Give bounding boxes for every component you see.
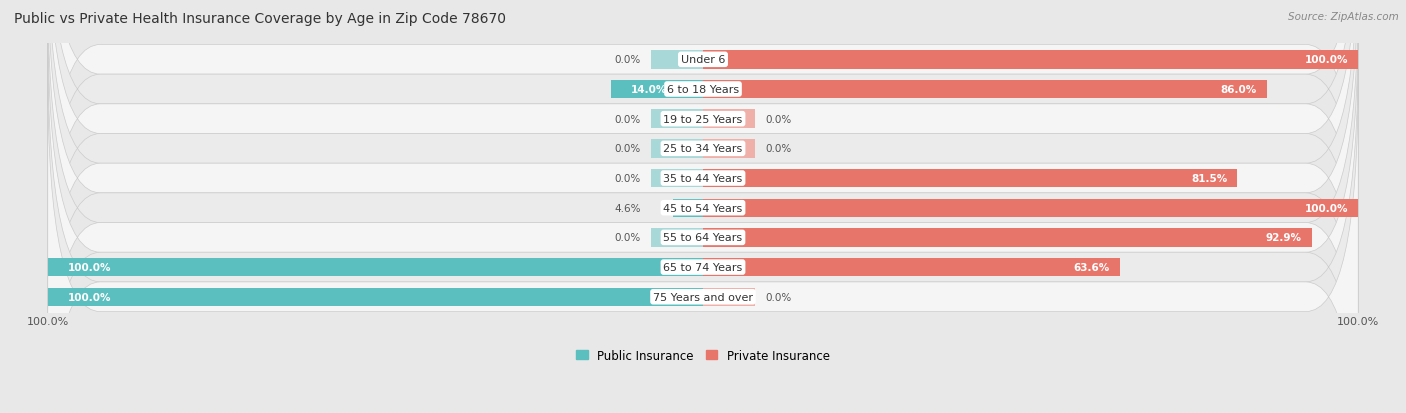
Text: 65 to 74 Years: 65 to 74 Years [664, 262, 742, 273]
Text: Public vs Private Health Insurance Coverage by Age in Zip Code 78670: Public vs Private Health Insurance Cover… [14, 12, 506, 26]
Text: Under 6: Under 6 [681, 55, 725, 65]
Bar [673, 199, 703, 217]
Text: 0.0%: 0.0% [765, 114, 792, 124]
Text: 4.6%: 4.6% [614, 203, 641, 213]
Bar [612, 81, 703, 99]
Text: 0.0%: 0.0% [765, 292, 792, 302]
Text: 0.0%: 0.0% [614, 55, 641, 65]
Bar [703, 81, 1267, 99]
FancyBboxPatch shape [48, 0, 1358, 282]
Bar [651, 110, 703, 128]
FancyBboxPatch shape [48, 0, 1358, 312]
FancyBboxPatch shape [48, 0, 1358, 342]
FancyBboxPatch shape [48, 75, 1358, 413]
Bar [48, 288, 703, 306]
Text: 63.6%: 63.6% [1074, 262, 1109, 273]
Text: 0.0%: 0.0% [614, 173, 641, 184]
FancyBboxPatch shape [48, 45, 1358, 413]
Text: 45 to 54 Years: 45 to 54 Years [664, 203, 742, 213]
Text: 35 to 44 Years: 35 to 44 Years [664, 173, 742, 184]
Bar [651, 169, 703, 188]
Bar [48, 258, 703, 277]
Bar [651, 51, 703, 69]
Text: 0.0%: 0.0% [765, 144, 792, 154]
FancyBboxPatch shape [48, 0, 1358, 401]
Text: 100.0%: 100.0% [67, 292, 111, 302]
Bar [703, 51, 1358, 69]
Bar [703, 169, 1237, 188]
Text: 55 to 64 Years: 55 to 64 Years [664, 233, 742, 243]
Text: 25 to 34 Years: 25 to 34 Years [664, 144, 742, 154]
FancyBboxPatch shape [48, 16, 1358, 413]
Text: 92.9%: 92.9% [1265, 233, 1302, 243]
Bar [651, 140, 703, 158]
Text: 19 to 25 Years: 19 to 25 Years [664, 114, 742, 124]
Text: 100.0%: 100.0% [67, 262, 111, 273]
Text: 6 to 18 Years: 6 to 18 Years [666, 85, 740, 95]
Legend: Public Insurance, Private Insurance: Public Insurance, Private Insurance [571, 344, 835, 367]
Text: 100.0%: 100.0% [1305, 203, 1348, 213]
FancyBboxPatch shape [48, 0, 1358, 413]
Text: 14.0%: 14.0% [631, 85, 668, 95]
Bar [703, 110, 755, 128]
Text: 0.0%: 0.0% [614, 233, 641, 243]
Bar [651, 229, 703, 247]
Bar [703, 229, 1312, 247]
Text: 86.0%: 86.0% [1220, 85, 1257, 95]
Text: 75 Years and over: 75 Years and over [652, 292, 754, 302]
FancyBboxPatch shape [48, 0, 1358, 371]
Text: Source: ZipAtlas.com: Source: ZipAtlas.com [1288, 12, 1399, 22]
Text: 0.0%: 0.0% [614, 144, 641, 154]
Bar [703, 258, 1119, 277]
Text: 81.5%: 81.5% [1191, 173, 1227, 184]
Text: 0.0%: 0.0% [614, 114, 641, 124]
Text: 100.0%: 100.0% [1305, 55, 1348, 65]
Bar [703, 140, 755, 158]
Bar [703, 199, 1358, 217]
Bar [703, 288, 755, 306]
